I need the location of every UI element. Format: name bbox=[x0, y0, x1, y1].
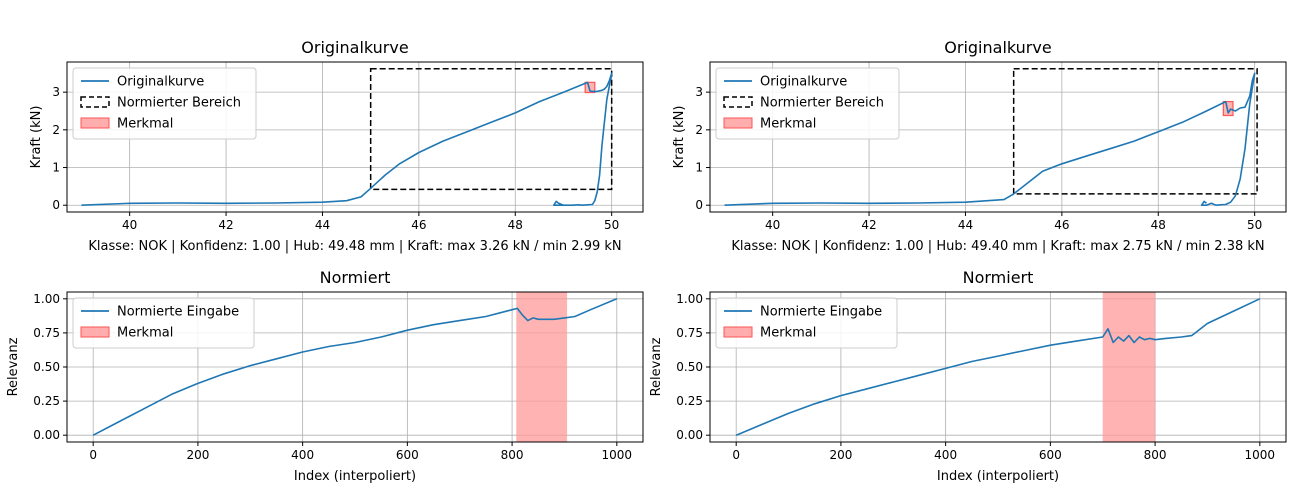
x-tick-label: 600 bbox=[1039, 448, 1062, 462]
x-axis-label: Index (interpoliert) bbox=[937, 469, 1059, 484]
legend: Normierte Eingabe Merkmal bbox=[72, 297, 255, 349]
x-axis-label: Index (interpoliert) bbox=[294, 469, 416, 484]
y-tick-label: 1 bbox=[52, 161, 60, 175]
series-line bbox=[81, 72, 613, 206]
normalized-region-box bbox=[1012, 68, 1258, 195]
legend-box bbox=[72, 297, 255, 349]
x-tick-label: 0 bbox=[89, 448, 97, 462]
x-tick-label: 40 bbox=[122, 218, 137, 232]
y-tick-label: 0.50 bbox=[676, 360, 703, 374]
x-axis-label: Klasse: NOK | Konfidenz: 1.00 | Hub: 49.… bbox=[731, 239, 1264, 254]
legend-label: Originalkurve bbox=[760, 75, 847, 90]
legend-label: Originalkurve bbox=[117, 75, 204, 90]
x-tick-label: 1000 bbox=[602, 448, 633, 462]
legend: Originalkurve Normierter Bereich Merkmal bbox=[715, 67, 900, 140]
legend-box bbox=[715, 67, 900, 140]
legend: Originalkurve Normierter Bereich Merkmal bbox=[72, 67, 257, 140]
subplot-3: 0 200 400 600 800 1000 0.00 0.25 0.50 0.75 1.00 Nor… bbox=[6, 268, 644, 484]
y-tick-label: 0.25 bbox=[33, 394, 60, 408]
legend-label: Merkmal bbox=[760, 117, 816, 132]
legend-label: Normierte Eingabe bbox=[760, 305, 882, 320]
axes-frame bbox=[709, 291, 1287, 443]
y-tick-label: 0.00 bbox=[676, 428, 703, 442]
x-axis-label: Klasse: NOK | Konfidenz: 1.00 | Hub: 49.… bbox=[88, 239, 621, 254]
x-tick-label: 600 bbox=[396, 448, 419, 462]
feature-region bbox=[1222, 100, 1234, 117]
legend-label: Normierter Bereich bbox=[117, 96, 241, 111]
chart-title: Normiert bbox=[963, 268, 1034, 287]
y-tick-label: 0.75 bbox=[33, 326, 60, 340]
x-tick-label: 400 bbox=[291, 448, 314, 462]
chart-title: Normiert bbox=[320, 268, 391, 287]
chart-title: Originalkurve bbox=[301, 38, 408, 57]
legend-swatch-feature bbox=[723, 117, 753, 129]
legend-swatch-normalized-region bbox=[723, 96, 753, 108]
x-tick-label: 40 bbox=[765, 218, 780, 232]
series-line bbox=[735, 298, 1261, 436]
legend-label: Normierte Eingabe bbox=[117, 305, 239, 320]
axes-frame bbox=[66, 61, 644, 213]
legend-swatch-feature bbox=[80, 117, 110, 129]
x-tick-label: 1000 bbox=[1245, 448, 1276, 462]
legend-label: Merkmal bbox=[117, 326, 173, 341]
y-tick-label: 0 bbox=[695, 198, 703, 212]
y-axis-label: Kraft (kN) bbox=[29, 106, 44, 169]
legend-swatch-feature bbox=[723, 326, 753, 338]
series-line bbox=[724, 72, 1256, 206]
chart-title: Originalkurve bbox=[944, 38, 1051, 57]
y-tick-label: 0.00 bbox=[33, 428, 60, 442]
y-axis-label: Kraft (kN) bbox=[672, 106, 687, 169]
x-tick-label: 46 bbox=[1054, 218, 1069, 232]
normalized-region-box bbox=[369, 68, 613, 191]
y-tick-label: 0 bbox=[52, 198, 60, 212]
x-tick-label: 48 bbox=[1151, 218, 1166, 232]
x-tick-label: 0 bbox=[732, 448, 740, 462]
y-tick-label: 2 bbox=[52, 123, 60, 137]
y-axis-label: Relevanz bbox=[6, 337, 21, 396]
x-tick-label: 42 bbox=[861, 218, 876, 232]
legend-label: Merkmal bbox=[117, 117, 173, 132]
legend-label: Merkmal bbox=[760, 326, 816, 341]
x-tick-label: 800 bbox=[501, 448, 524, 462]
x-tick-label: 200 bbox=[186, 448, 209, 462]
legend-swatch-feature bbox=[80, 326, 110, 338]
feature-region bbox=[584, 81, 596, 94]
x-tick-label: 44 bbox=[315, 218, 330, 232]
legend: Normierte Eingabe Merkmal bbox=[715, 297, 898, 349]
axes-frame bbox=[709, 61, 1287, 213]
y-tick-label: 3 bbox=[52, 85, 60, 99]
legend-swatch-normalized-region bbox=[80, 96, 110, 108]
y-tick-label: 0.50 bbox=[33, 360, 60, 374]
legend-box bbox=[715, 297, 898, 349]
y-tick-label: 2 bbox=[695, 123, 703, 137]
feature-region bbox=[1102, 292, 1156, 442]
y-tick-label: 0.75 bbox=[676, 326, 703, 340]
feature-region bbox=[516, 292, 568, 442]
x-tick-label: 50 bbox=[604, 218, 619, 232]
y-tick-label: 1.00 bbox=[33, 292, 60, 306]
x-tick-label: 200 bbox=[829, 448, 852, 462]
subplot-4: 0 200 400 600 800 1000 0.00 0.25 0.50 0.75 1.00 Nor… bbox=[649, 268, 1287, 484]
series-line bbox=[92, 298, 618, 436]
x-tick-label: 48 bbox=[508, 218, 523, 232]
x-tick-label: 50 bbox=[1247, 218, 1262, 232]
x-tick-label: 400 bbox=[934, 448, 957, 462]
y-tick-label: 3 bbox=[695, 85, 703, 99]
subplot-2: 40 42 44 46 48 50 0 1 2 3 Originalkurve Klasse: NOK… bbox=[672, 38, 1287, 254]
x-tick-label: 42 bbox=[218, 218, 233, 232]
legend-label: Normierter Bereich bbox=[760, 96, 884, 111]
y-tick-label: 1.00 bbox=[676, 292, 703, 306]
y-axis-label: Relevanz bbox=[649, 337, 664, 396]
legend-box bbox=[72, 67, 257, 140]
y-tick-label: 1 bbox=[695, 161, 703, 175]
x-tick-label: 46 bbox=[411, 218, 426, 232]
y-tick-label: 0.25 bbox=[676, 394, 703, 408]
subplot-1: 40 42 44 46 48 50 0 1 2 3 Originalkurve Klasse: NOK… bbox=[29, 38, 644, 254]
x-tick-label: 44 bbox=[958, 218, 973, 232]
axes-frame bbox=[66, 291, 644, 443]
x-tick-label: 800 bbox=[1144, 448, 1167, 462]
